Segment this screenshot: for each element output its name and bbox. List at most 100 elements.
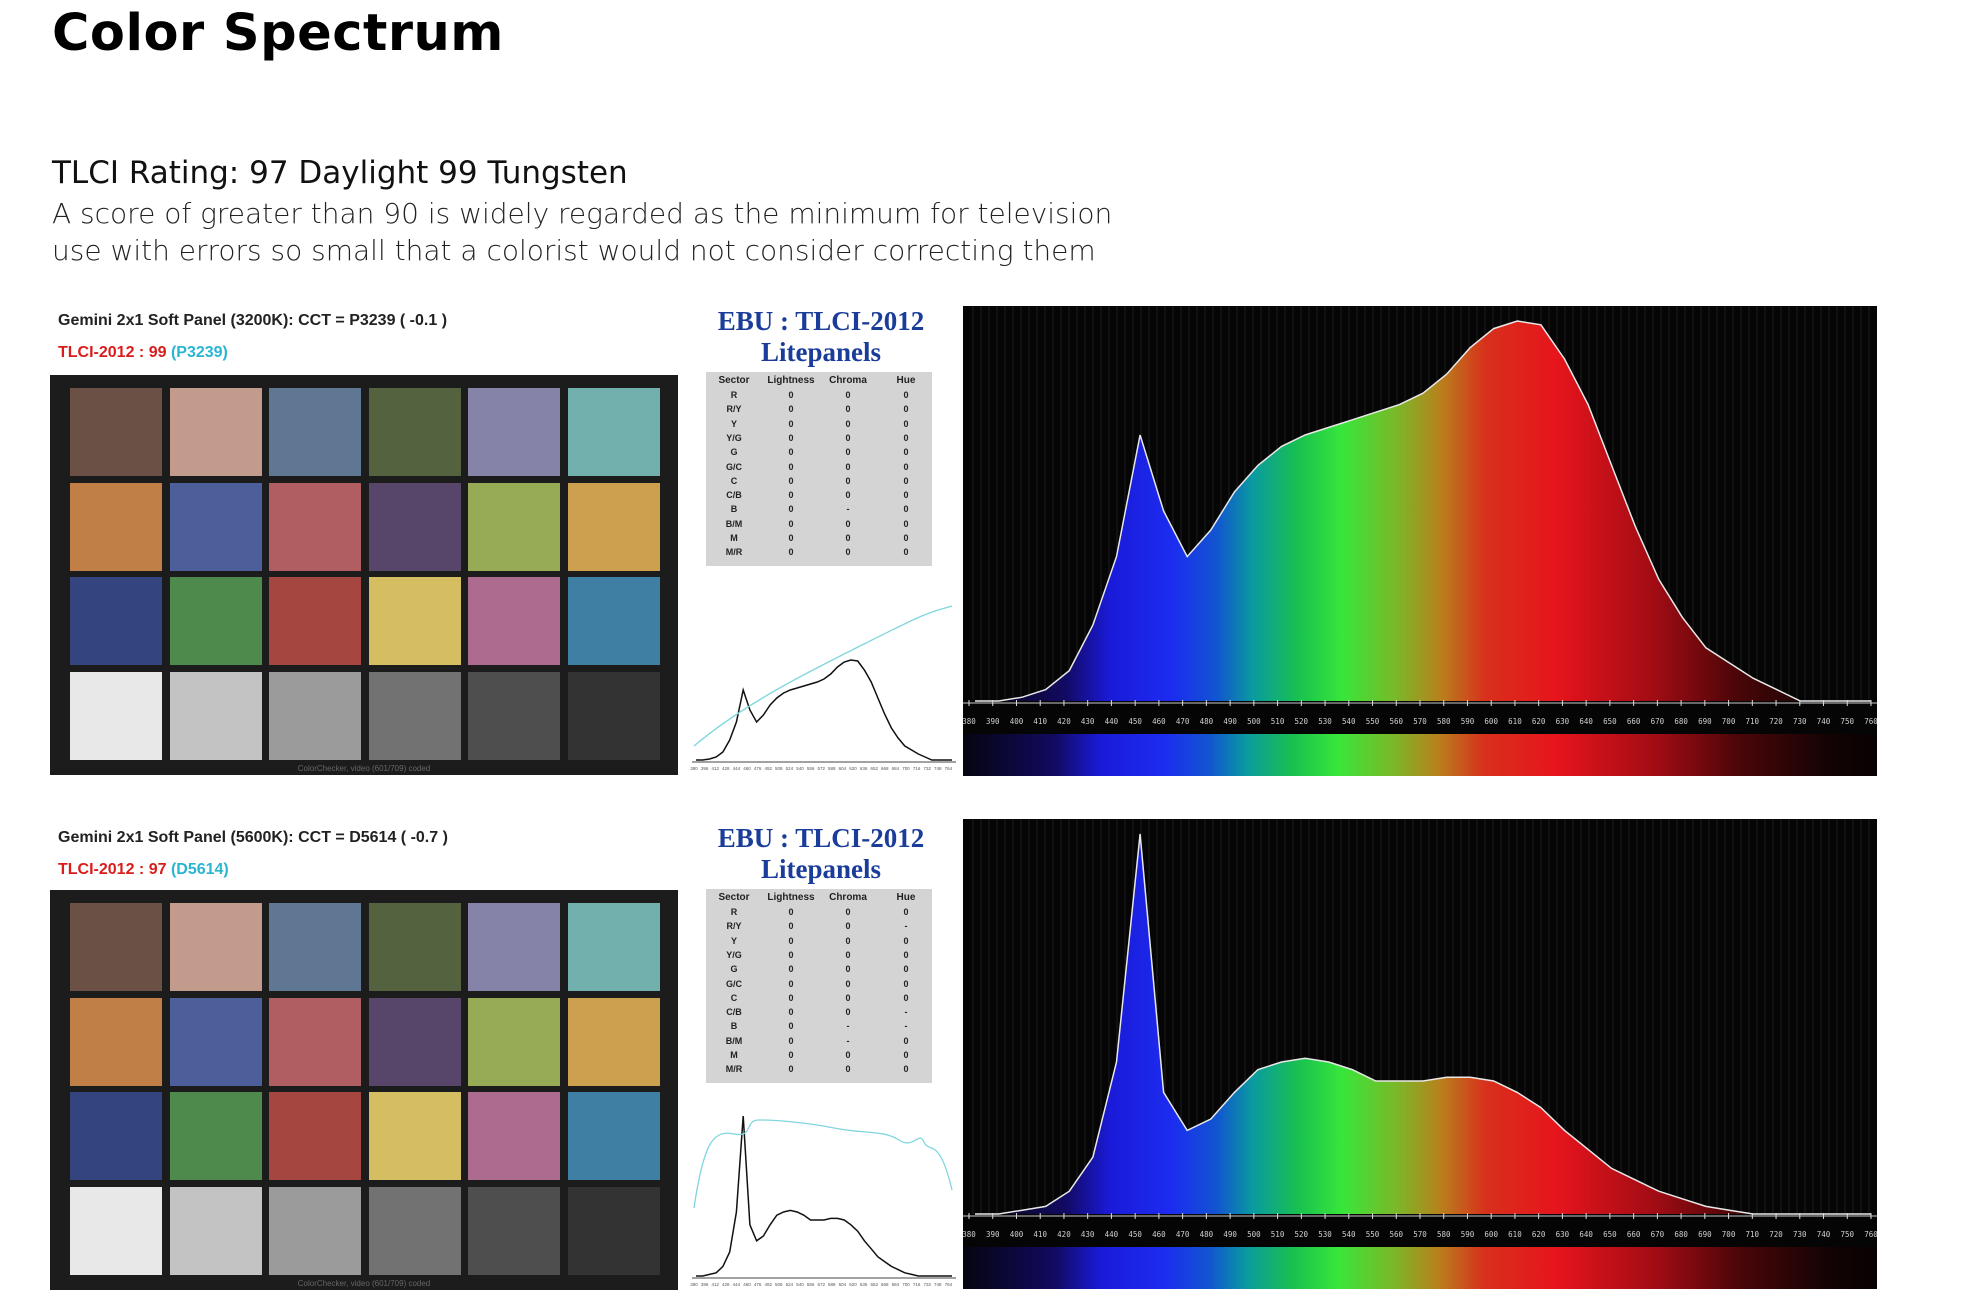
color-swatch <box>567 577 660 665</box>
x-tick-label: 490 <box>1223 717 1237 726</box>
spectrum-color-strip <box>963 1247 1877 1289</box>
mini-tick-label: 476 <box>754 1282 762 1287</box>
spectrum-graph: 380 390 400 410 420 430 440 450 460 470 480 490 500 5… <box>963 819 1877 1289</box>
color-swatch <box>567 482 660 571</box>
mini-tick-label: 700 <box>902 1282 910 1287</box>
table-cell: 0 <box>788 1007 794 1018</box>
page-title: Color Spectrum <box>52 4 504 63</box>
table-cell: 0 <box>845 1007 851 1018</box>
color-swatch <box>169 482 262 571</box>
table-cell: 0 <box>845 461 851 472</box>
spectrum-svg: 380 390 400 410 420 430 440 450 460 470 480 490 500 5… <box>963 819 1877 1289</box>
table-cell: 0 <box>903 964 909 975</box>
x-tick-label: 740 <box>1817 717 1831 726</box>
color-swatch <box>567 671 660 760</box>
table-cell: Y/G <box>726 432 742 443</box>
x-tick-label: 530 <box>1318 1230 1332 1239</box>
table-cell: 0 <box>788 504 794 515</box>
tlci-label: TLCI-2012 : <box>58 861 145 878</box>
mini-tick-label: 668 <box>881 1282 889 1287</box>
color-checker-chart: ColorChecker, video (601/709) coded <box>50 375 678 775</box>
mini-tick-label: 428 <box>722 766 730 771</box>
table-cell: C <box>730 475 738 486</box>
table-cell: M <box>730 1050 738 1060</box>
table-cell: 0 <box>903 475 909 486</box>
color-swatch <box>567 997 660 1086</box>
color-swatch <box>468 997 560 1086</box>
x-tick-label: 510 <box>1271 1230 1285 1239</box>
mini-tick-label: 492 <box>764 766 772 771</box>
color-swatch <box>368 577 461 665</box>
color-swatch <box>567 388 660 476</box>
spectrum-color-strip <box>963 734 1877 776</box>
ebu-title-line: EBU : TLCI-2012 <box>717 823 925 853</box>
table-cell: 0 <box>845 1050 851 1060</box>
x-tick-label: 680 <box>1674 717 1688 726</box>
table-cell: 0 <box>903 504 909 515</box>
checker-header: Gemini 2x1 Soft Panel (5600K): CCT = D56… <box>58 829 448 846</box>
table-cell: 0 <box>903 935 909 946</box>
table-cell: 0 <box>845 418 851 429</box>
x-tick-label: 420 <box>1057 1230 1071 1239</box>
table-cell: 0 <box>788 461 794 472</box>
color-swatch <box>468 577 560 665</box>
mini-reference-line <box>693 1119 953 1209</box>
color-swatch <box>70 482 162 571</box>
x-tick-label: 590 <box>1461 1230 1475 1239</box>
table-cell: 0 <box>845 935 851 946</box>
table-cell: 0 <box>788 1064 794 1075</box>
table-header: Hue <box>896 892 916 903</box>
mini-reference-line <box>693 605 953 747</box>
color-swatch <box>468 671 560 760</box>
x-tick-label: 480 <box>1200 717 1214 726</box>
table-cell: 0 <box>788 432 794 443</box>
x-tick-label: 540 <box>1342 1230 1356 1239</box>
mini-tick-label: 524 <box>786 1282 794 1287</box>
x-tick-label: 500 <box>1247 717 1261 726</box>
table-cell: 0 <box>788 964 794 975</box>
table-cell: 0 <box>845 404 851 415</box>
color-swatch <box>368 1092 461 1180</box>
table-cell: 0 <box>788 907 794 917</box>
table-cell: 0 <box>788 949 794 960</box>
table-cell: R <box>730 907 738 917</box>
mini-graph-svg: 380 396 412 428 444 460 476 492 508 524 540 556 572 5… <box>690 1115 956 1287</box>
table-cell: 0 <box>845 533 851 543</box>
x-tick-label: 600 <box>1484 1230 1498 1239</box>
table-cell: Y <box>730 418 737 429</box>
table-cell: C/B <box>726 490 742 501</box>
description-line: A score of greater than 90 is widely reg… <box>52 197 1113 230</box>
color-swatch <box>468 903 560 991</box>
x-tick-label: 620 <box>1532 717 1546 726</box>
x-tick-label: 560 <box>1389 1230 1403 1239</box>
mini-tick-label: 396 <box>701 766 709 771</box>
x-tick-label: 420 <box>1057 717 1071 726</box>
table-cell: 0 <box>788 447 794 458</box>
table-cell: 0 <box>903 490 909 501</box>
table-header: Hue <box>896 375 916 386</box>
x-tick-label: 540 <box>1342 717 1356 726</box>
x-tick-label: 710 <box>1746 1230 1760 1239</box>
table-cell: 0 <box>903 518 909 529</box>
x-tick-label: 700 <box>1722 1230 1736 1239</box>
x-tick-label: 660 <box>1627 717 1641 726</box>
color-swatch <box>70 671 162 760</box>
x-tick-label: 580 <box>1437 1230 1451 1239</box>
table-cell: M/R <box>725 547 743 558</box>
spectrum-line <box>975 320 1871 702</box>
x-tick-label: 460 <box>1152 1230 1166 1239</box>
table-cell: 0 <box>788 547 794 558</box>
table-header: Chroma <box>829 892 867 903</box>
x-tick-label: 730 <box>1793 1230 1807 1239</box>
x-tick-label: 380 <box>963 1230 976 1239</box>
table-header: Chroma <box>829 375 867 386</box>
mini-tick-label: 412 <box>711 766 719 771</box>
table-cell: 0 <box>903 949 909 960</box>
table-cell: M <box>730 533 738 543</box>
table-cell: 0 <box>845 978 851 989</box>
mini-tick-label: 444 <box>733 1282 741 1287</box>
mini-tick-label: 748 <box>934 1282 942 1287</box>
mini-tick-label: 380 <box>690 1282 698 1287</box>
x-tick-label: 640 <box>1579 717 1593 726</box>
table-cell: - <box>846 1021 850 1032</box>
